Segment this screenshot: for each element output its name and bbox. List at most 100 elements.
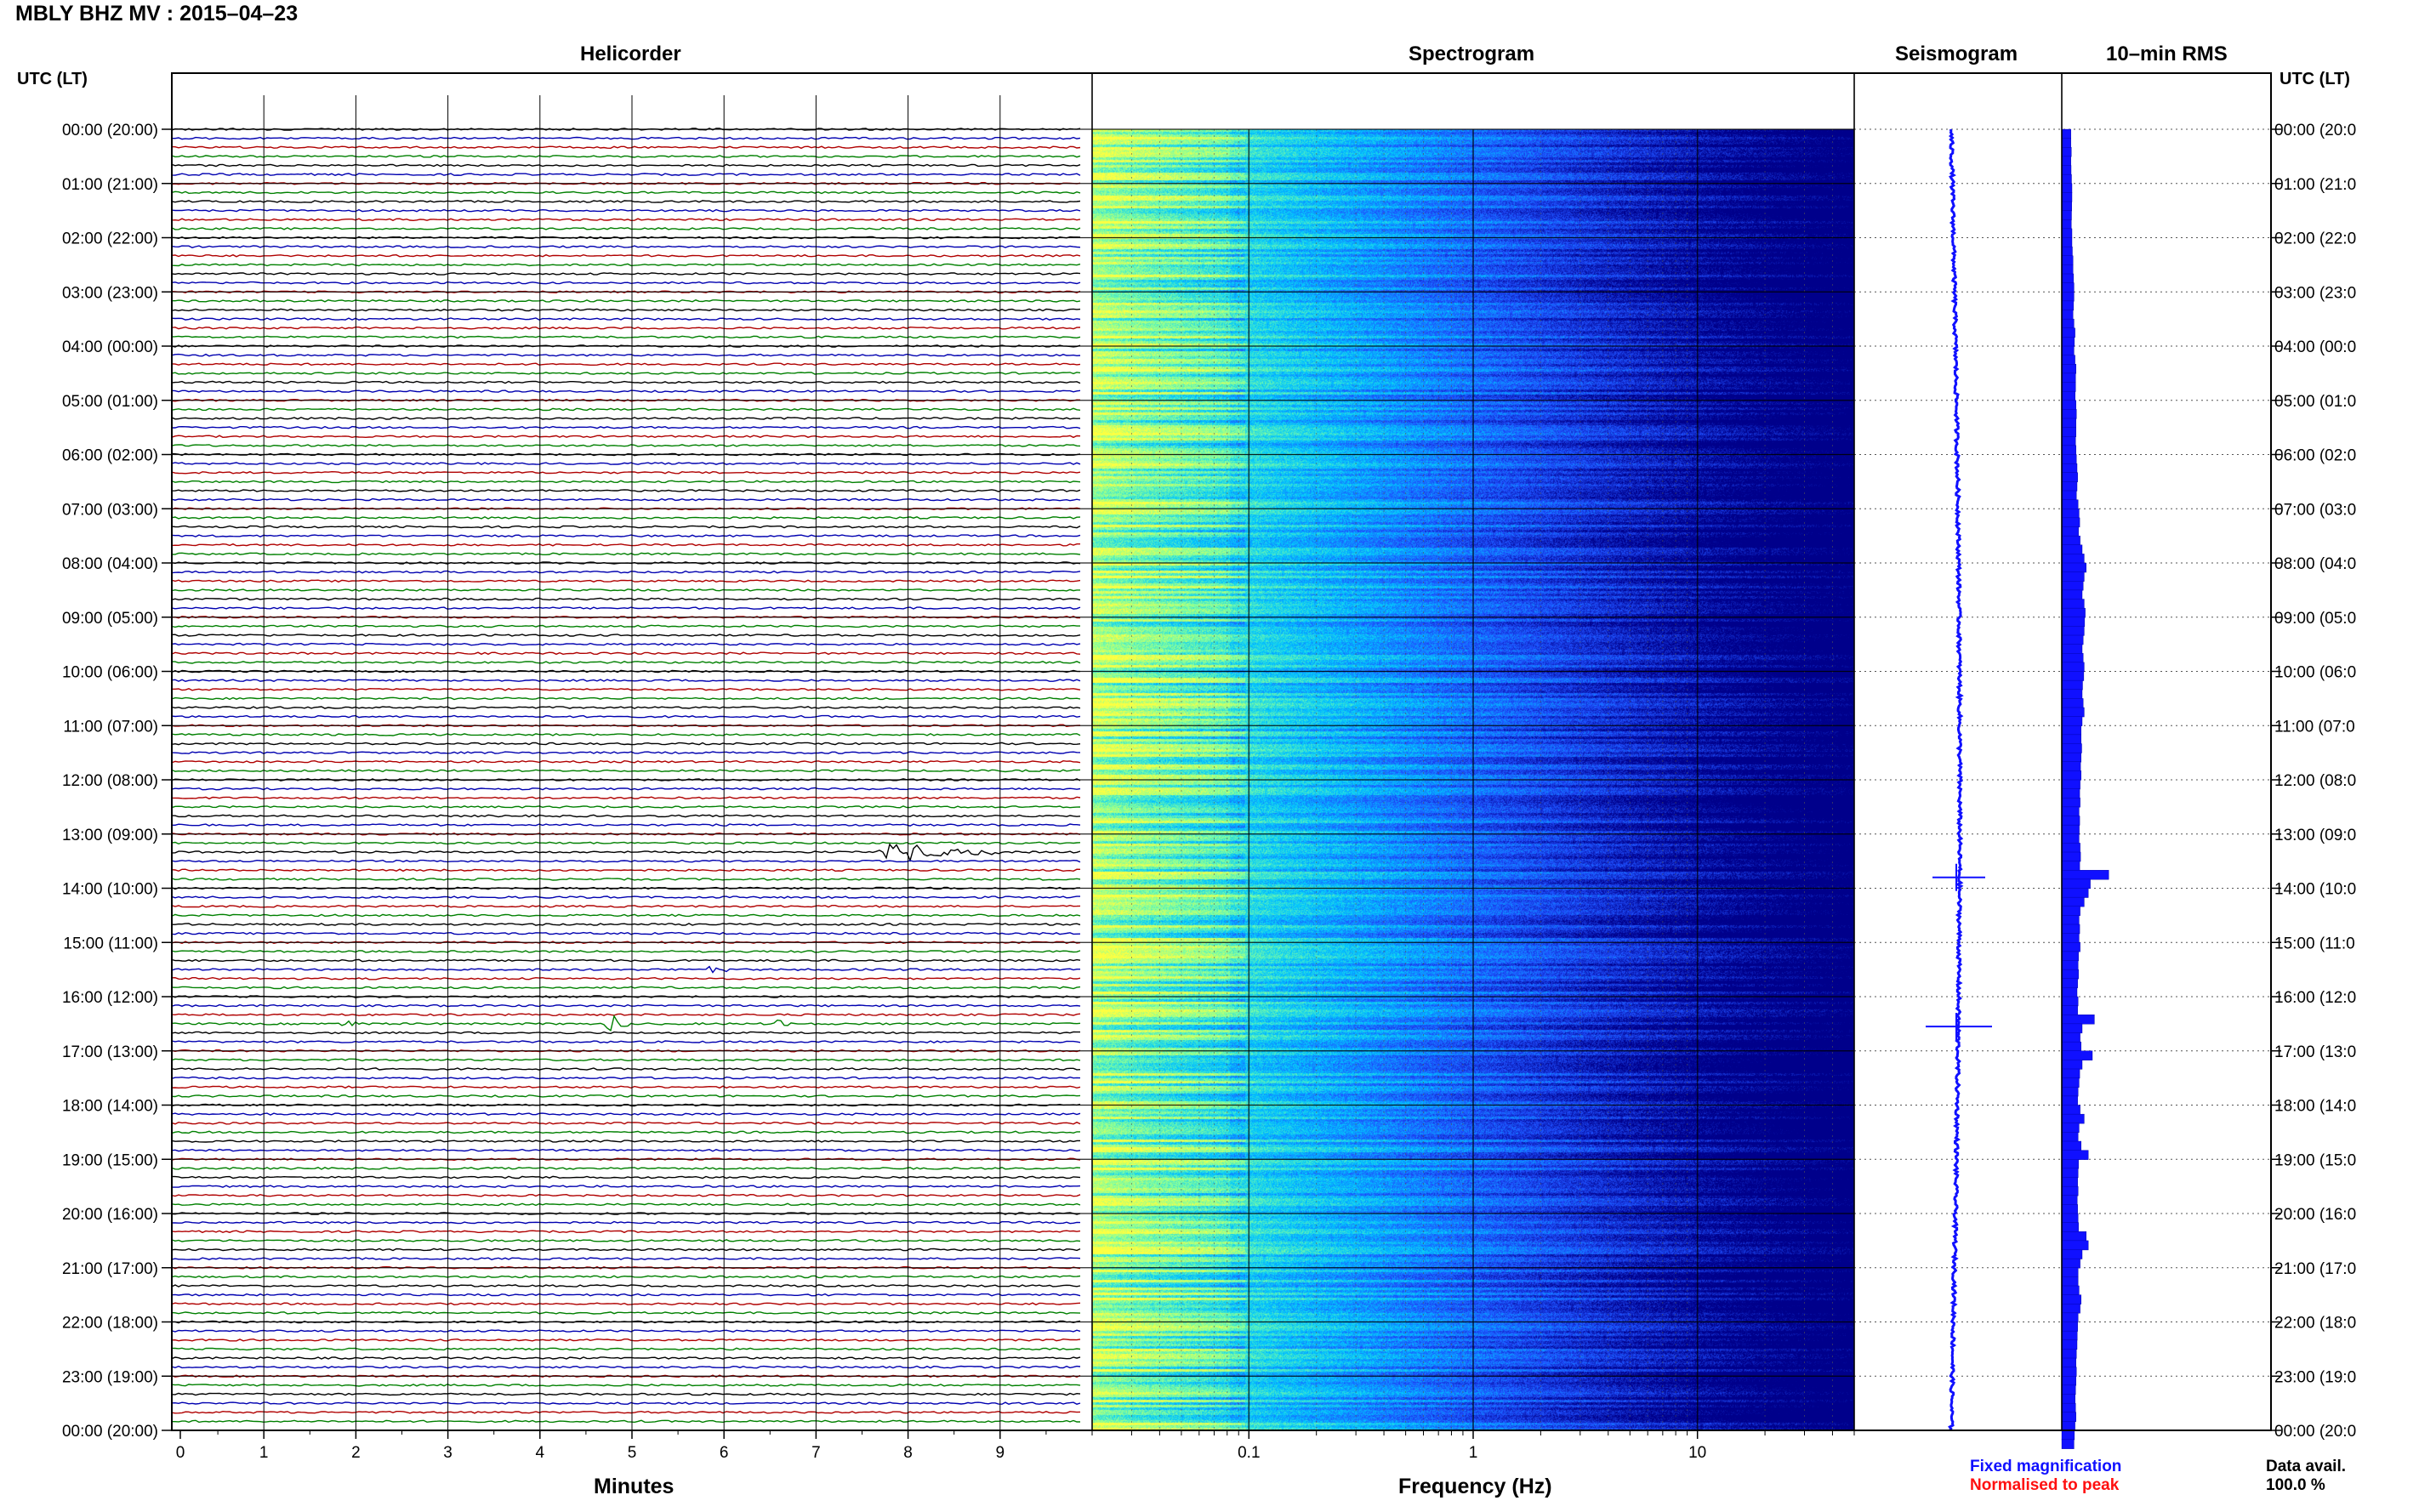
rms-bar	[2061, 1050, 2093, 1060]
left-hour-label: 18:00 (14:00)	[62, 1098, 158, 1116]
rms-bar	[2061, 915, 2080, 925]
rms-bar	[2061, 517, 2080, 528]
rms-bar	[2061, 1168, 2079, 1179]
right-hour-label: 19:00 (15:0	[2274, 1151, 2356, 1169]
left-hour-label: 01:00 (21:00)	[62, 176, 158, 194]
rms-bar	[2061, 1394, 2076, 1404]
spectrogram-xlabel: Frequency (Hz)	[1398, 1475, 1552, 1498]
rms-bar	[2061, 454, 2077, 464]
helicorder-trace	[171, 661, 1081, 664]
helicorder-trace	[171, 965, 1080, 974]
right-hour-label: 21:00 (17:0	[2274, 1260, 2356, 1278]
rms-bar	[2061, 463, 2078, 474]
helicorder-trace	[171, 372, 1081, 375]
rms-bar	[2061, 743, 2082, 753]
rms-bar	[2061, 1367, 2077, 1377]
left-hour-label: 22:00 (18:00)	[62, 1315, 158, 1333]
rms-bar	[2061, 1222, 2079, 1232]
right-hour-label: 02:00 (22:0	[2274, 230, 2356, 248]
rms-bar	[2061, 318, 2075, 329]
helicorder-trace	[171, 706, 1081, 709]
helicorder-trace	[171, 1202, 1081, 1207]
helicorder-trace	[171, 245, 1081, 248]
spectrogram-tick-label: 0.1	[1238, 1444, 1260, 1462]
left-hour-label: 06:00 (02:00)	[62, 447, 158, 465]
rms-bar	[2061, 327, 2075, 338]
right-hour-label: 05:00 (01:0	[2274, 393, 2356, 411]
right-hour-label: 00:00 (20:0	[2274, 1423, 2356, 1441]
rms-bar	[2061, 1231, 2086, 1242]
left-hour-label: 15:00 (11:00)	[63, 935, 158, 952]
spectrogram-title: Spectrogram	[1409, 43, 1535, 65]
rms-bar	[2061, 1294, 2081, 1305]
helicorder-trace	[171, 272, 1081, 276]
rms-bar	[2061, 509, 2080, 519]
helicorder-xlabel: Minutes	[594, 1475, 674, 1498]
right-hour-label: 00:00 (20:0	[2274, 122, 2356, 139]
spectrogram-tick-label: 1	[1469, 1444, 1478, 1462]
rms-bar	[2061, 996, 2079, 1007]
rms-bar	[2061, 888, 2089, 898]
rms-bar	[2061, 273, 2075, 284]
helicorder-trace	[171, 1338, 1081, 1342]
rms-bar	[2061, 427, 2076, 437]
rms-bar	[2061, 1412, 2076, 1422]
helicorder-trace	[171, 976, 1081, 981]
rms-bar	[2061, 1384, 2076, 1395]
helicorder-tick-label: 7	[811, 1444, 821, 1462]
rms-bar	[2061, 906, 2080, 916]
helicorder-trace	[171, 425, 1081, 429]
rms-bar	[2061, 409, 2077, 419]
helicorder-trace	[171, 878, 1081, 881]
helicorder-tick-label: 2	[351, 1444, 361, 1462]
helicorder-trace	[171, 696, 1081, 701]
helicorder-trace	[171, 1410, 1081, 1414]
helicorder-trace	[171, 1112, 1081, 1116]
helicorder-trace	[171, 1275, 1081, 1279]
rms-bar	[2061, 310, 2074, 320]
helicorder-trace	[171, 634, 1081, 637]
rms-bar	[2061, 300, 2075, 311]
rms-bar	[2061, 1113, 2085, 1124]
helicorder-trace	[171, 814, 1081, 818]
rms-bar	[2061, 1349, 2077, 1359]
rms-bar	[2061, 671, 2085, 681]
rms-bar	[2061, 1068, 2080, 1079]
helicorder-trace	[171, 742, 1081, 746]
helicorder-trace	[171, 417, 1081, 420]
rms-bar	[2061, 1357, 2076, 1368]
rms-bar	[2061, 581, 2084, 591]
rms-bar	[2061, 255, 2074, 265]
right-axis-title: UTC (LT)	[2280, 70, 2350, 88]
helicorder-trace	[171, 525, 1081, 529]
left-hour-label: 10:00 (06:00)	[62, 664, 158, 682]
helicorder-trace	[171, 1157, 1081, 1162]
helicorder-trace	[171, 841, 1081, 845]
rms-bar	[2061, 219, 2072, 230]
right-hour-label: 22:00 (18:0	[2274, 1315, 2356, 1333]
right-hour-label: 07:00 (03:0	[2274, 501, 2356, 519]
rms-bar	[2061, 345, 2075, 356]
rms-bar	[2061, 526, 2079, 537]
helicorder-trace	[171, 200, 1081, 203]
left-hour-label: 13:00 (09:00)	[62, 827, 158, 844]
right-hour-label: 14:00 (10:0	[2274, 881, 2356, 899]
left-hour-label: 14:00 (10:00)	[62, 881, 158, 899]
helicorder-trace	[171, 263, 1081, 267]
rms-bar	[2061, 653, 2084, 663]
helicorder-trace	[171, 1284, 1081, 1288]
rms-bar	[2061, 878, 2091, 890]
helicorder-trace	[171, 173, 1081, 176]
rms-bar	[2061, 445, 2076, 456]
rms-bar	[2061, 1087, 2079, 1097]
helicorder-trace	[171, 950, 1081, 953]
helicorder-trace	[171, 1085, 1081, 1089]
helicorder-trace	[171, 588, 1080, 592]
right-hour-label: 20:00 (16:0	[2274, 1206, 2356, 1224]
right-hour-label: 06:00 (02:0	[2274, 447, 2356, 465]
helicorder-trace	[171, 958, 1081, 963]
rms-bar	[2061, 372, 2076, 384]
helicorder-trace	[171, 805, 1081, 809]
right-hour-label: 08:00 (04:0	[2274, 555, 2356, 573]
